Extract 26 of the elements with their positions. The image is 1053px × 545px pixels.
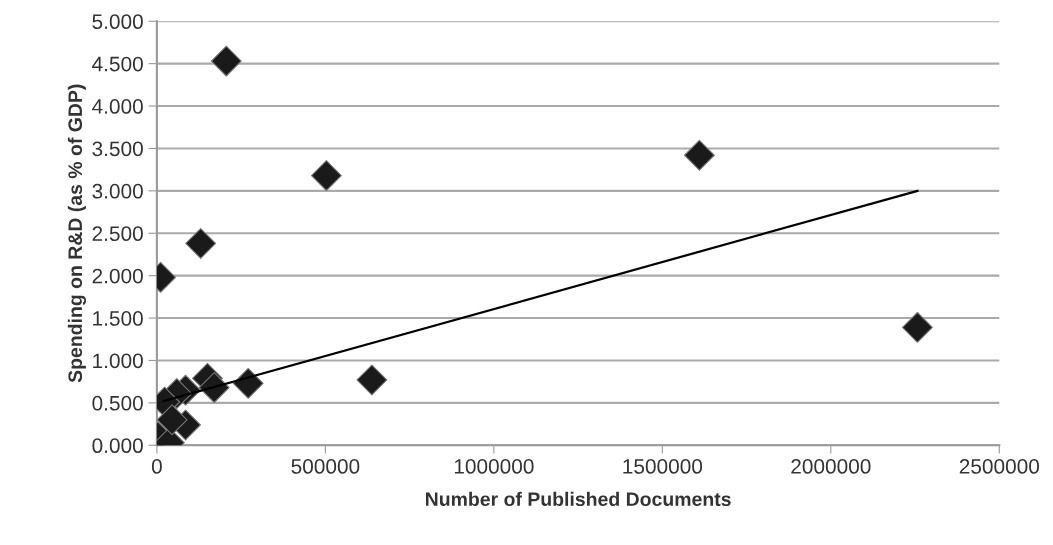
y-tick-label: 4.000 [92, 99, 143, 114]
point [210, 45, 242, 77]
point [310, 160, 342, 192]
y-tick-label: 2.000 [92, 268, 143, 284]
point [683, 139, 715, 171]
x-tick-label: 2000000 [791, 459, 871, 474]
x-tick-label: 2500000 [959, 459, 1040, 474]
point [356, 364, 388, 396]
x-tick-label: 500000 [291, 459, 360, 474]
y-tick-label: 2.500 [92, 226, 143, 242]
x-tick-label: 1500000 [623, 459, 703, 474]
y-tick-label: 1.000 [93, 353, 143, 369]
y-axis-title: Spending on R&D (as % of GDP) [67, 84, 87, 383]
y-tick-label: 0.000 [92, 438, 143, 454]
y-tick-label: 3.500 [92, 141, 143, 157]
y-tick-label: 4.500 [92, 56, 143, 72]
x-tick-label: 1000000 [454, 459, 534, 474]
y-tick-label: 1.500 [93, 311, 143, 326]
x-axis-title: Number of Published Documents [426, 491, 731, 507]
y-tick-label: 0.500 [92, 395, 143, 411]
y-tick-label: 3.000 [92, 183, 143, 199]
x-tick-label: 0 [151, 459, 162, 474]
point [901, 311, 933, 343]
point [156, 404, 188, 436]
point [185, 227, 217, 259]
y-tick-label: 5.000 [92, 14, 143, 30]
